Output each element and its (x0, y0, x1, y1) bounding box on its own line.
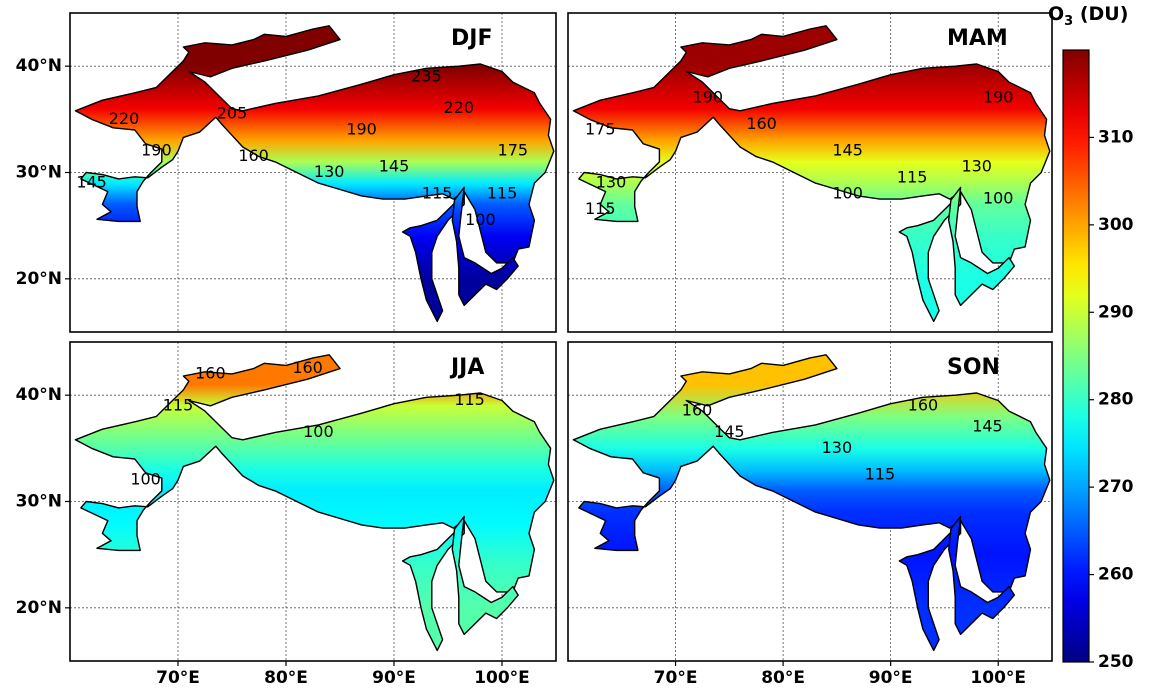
contour-label: 145 (76, 173, 107, 192)
contour-label: 190 (983, 88, 1014, 107)
ozone-field (74, 25, 555, 323)
contour-label: 115 (454, 390, 485, 409)
latitude-tick-labels: 20°N 30°N 40°N 20°N 30°N 40°N (16, 56, 70, 618)
contour-label: 130 (961, 157, 992, 176)
contour-label: 220 (109, 109, 140, 128)
contour-label: 100 (465, 210, 496, 229)
lon-tick-label: 90°E (869, 668, 913, 688)
ozone-field (572, 354, 1051, 652)
contour-label: 160 (682, 401, 713, 420)
contour-label: 205 (217, 104, 248, 123)
contour-label: 190 (141, 141, 172, 160)
region-outline (572, 354, 1051, 593)
peninsula-outline (948, 515, 1016, 636)
lat-tick-label: 30°N (16, 163, 62, 183)
peninsula-outline (451, 186, 519, 307)
season-label: DJF (451, 26, 492, 51)
lon-tick-label: 70°E (654, 668, 698, 688)
colorbar-tick-label: 300 (1098, 215, 1134, 235)
season-label: MAM (947, 26, 1008, 51)
contour-label: 190 (693, 88, 724, 107)
lon-tick-label: 70°E (156, 668, 200, 688)
contour-label: 175 (585, 119, 616, 138)
contour-label: 130 (314, 162, 345, 181)
lon-tick-label: 90°E (372, 668, 416, 688)
contour-label: 100 (130, 470, 161, 489)
contour-label: 100 (983, 189, 1014, 208)
season-label: SON (947, 355, 1000, 380)
lat-tick-label: 40°N (16, 385, 62, 405)
lat-tick-label: 30°N (16, 492, 62, 512)
contour-label: 115 (585, 199, 616, 218)
lat-tick-label: 20°N (16, 269, 62, 289)
colorbar: O3 (DU) 250 260 270 280 290 300 310 (1048, 3, 1134, 672)
contour-label: 115 (487, 183, 518, 202)
contour-label: 145 (832, 141, 863, 160)
longitude-tick-labels: 70°E 80°E 90°E 100°E 70°E 80°E 90°E 100°E (156, 661, 1026, 688)
contour-label: 115 (897, 167, 928, 186)
contour-label: 145 (972, 417, 1003, 436)
season-label: JJA (449, 355, 484, 380)
region-outline (74, 25, 555, 264)
contour-label: 145 (379, 157, 410, 176)
colorbar-tick-label: 250 (1098, 652, 1134, 672)
colorbar-title: O3 (DU) (1048, 3, 1128, 29)
colorbar-tick-label: 310 (1098, 127, 1134, 147)
contour-label: 160 (195, 363, 226, 382)
contour-label: 130 (822, 438, 853, 457)
contour-label: 115 (865, 464, 896, 483)
contour-label: 115 (422, 183, 453, 202)
contour-label: 220 (444, 98, 475, 117)
panel-mam: 190 190 175 160 145 130 130 115 115 100 100 MAM (567, 12, 1053, 333)
colorbar-tick-label: 290 (1098, 302, 1134, 322)
contour-label: 145 (714, 422, 745, 441)
lat-tick-label: 20°N (16, 598, 62, 618)
contour-label: 160 (238, 146, 269, 165)
lon-tick-label: 100°E (474, 668, 530, 688)
lon-tick-label: 80°E (264, 668, 308, 688)
contour-label: 160 (746, 114, 777, 133)
lon-tick-label: 100°E (970, 668, 1026, 688)
colorbar-tick-label: 270 (1098, 477, 1134, 497)
contour-label: 160 (908, 395, 939, 414)
peninsula-outline (948, 186, 1016, 307)
lon-tick-label: 80°E (761, 668, 805, 688)
contour-label: 100 (303, 422, 334, 441)
contour-label: 100 (832, 183, 863, 202)
contour-label: 175 (498, 141, 529, 160)
ozone-field (572, 25, 1051, 323)
contour-label: 115 (163, 395, 194, 414)
ozone-field (74, 354, 555, 652)
lat-tick-label: 40°N (16, 56, 62, 76)
peninsula-outline (451, 515, 519, 636)
contour-label: 130 (596, 173, 627, 192)
contour-label: 235 (411, 66, 442, 85)
colorbar-scale (1062, 49, 1090, 663)
colorbar-tick-label: 280 (1098, 390, 1134, 410)
contour-label: 160 (292, 358, 323, 377)
contour-label: 190 (346, 119, 377, 138)
colorbar-tick-label: 260 (1098, 565, 1134, 585)
region-outline (572, 25, 1051, 264)
region-outline (74, 354, 555, 593)
